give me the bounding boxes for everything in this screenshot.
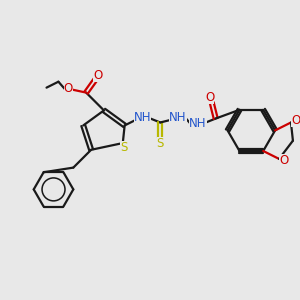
Text: O: O [279,154,289,167]
Text: O: O [93,69,103,82]
Text: O: O [205,91,214,104]
Text: NH: NH [169,111,187,124]
Text: O: O [291,114,300,127]
Text: NH: NH [134,111,151,124]
Text: NH: NH [189,117,207,130]
Text: O: O [64,82,73,95]
Text: S: S [120,140,127,154]
Text: S: S [157,137,164,150]
